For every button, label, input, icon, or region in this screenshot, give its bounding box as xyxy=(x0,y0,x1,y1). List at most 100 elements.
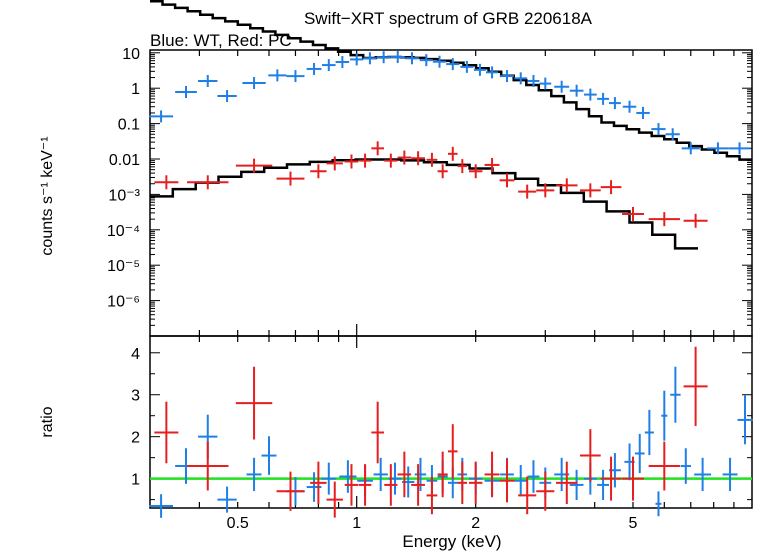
wt-data-point xyxy=(217,90,237,103)
top-y-axis-label: counts s⁻¹ keV⁻¹ xyxy=(39,136,56,255)
wt-ratio-point xyxy=(597,469,609,501)
wt-data-point xyxy=(514,72,528,85)
y-tick-label: 10⁻⁶ xyxy=(107,294,140,311)
wt-data-point xyxy=(728,142,751,155)
wt-ratio-point xyxy=(634,433,645,474)
model-curve-wt xyxy=(150,0,752,161)
pc-ratio-point xyxy=(484,451,500,498)
pc-data-point xyxy=(536,183,555,198)
wt-data-point xyxy=(554,80,570,93)
bottom-y-axis-label: ratio xyxy=(39,406,56,437)
wt-ratio-point xyxy=(661,390,668,441)
y-tick-label: 0.1 xyxy=(118,117,140,134)
wt-data-point xyxy=(322,59,336,72)
pc-ratio-point xyxy=(187,441,229,491)
pc-ratio-point xyxy=(600,456,622,501)
wt-data-point xyxy=(404,52,420,65)
y-tick-label: 10⁻³ xyxy=(108,187,140,204)
wt-ratio-point xyxy=(261,436,277,475)
pc-ratio-point xyxy=(397,451,412,498)
wt-data-point xyxy=(390,51,405,64)
x-tick-label: 1 xyxy=(352,515,361,532)
wt-data-point xyxy=(527,74,540,87)
pc-ratio-point xyxy=(518,476,537,515)
wt-data-point xyxy=(539,77,552,90)
pc-data-point xyxy=(326,156,343,171)
wt-ratio-point xyxy=(514,465,528,497)
pc-ratio-point xyxy=(276,471,305,511)
wt-ratio-point xyxy=(217,486,237,513)
y-tick-label: 10⁻⁵ xyxy=(107,258,140,275)
wt-data-point xyxy=(242,77,266,90)
wt-data-point xyxy=(681,142,700,155)
wt-data-point xyxy=(419,54,433,67)
wt-data-point xyxy=(500,70,514,83)
y-tick-label: 10⁻⁴ xyxy=(107,223,140,240)
pc-data-point xyxy=(600,180,622,195)
wt-ratio-point xyxy=(321,462,337,495)
chart-title: Swift−XRT spectrum of GRB 220618A xyxy=(304,9,593,28)
pc-ratio-point xyxy=(326,481,343,518)
pc-data-point xyxy=(344,154,359,169)
wt-ratio-point xyxy=(644,409,654,456)
pc-data-point xyxy=(579,183,601,198)
pc-data-point xyxy=(358,153,372,168)
wt-ratio-point xyxy=(339,460,357,493)
bottom-panel: 1 2 3 4 ratio xyxy=(39,335,753,518)
y-tick-label: 1 xyxy=(131,472,140,489)
pc-data-point xyxy=(276,171,305,186)
pc-ratio-point xyxy=(154,401,179,464)
wt-data-point xyxy=(583,88,597,101)
pc-data-point xyxy=(683,213,708,228)
pc-data-point xyxy=(447,146,458,161)
wt-data-point xyxy=(460,60,474,73)
wt-data-point xyxy=(286,70,305,83)
wt-ratio-point xyxy=(722,457,738,492)
y-tick-label: 4 xyxy=(131,346,140,363)
pc-ratio-point xyxy=(371,401,384,464)
wt-data-point xyxy=(198,74,218,87)
wt-data-point xyxy=(622,100,637,113)
wt-data-point xyxy=(608,97,621,110)
pc-ratio-point xyxy=(384,464,398,506)
pc-data-point xyxy=(235,158,273,173)
bottom-plot-frame xyxy=(149,335,753,509)
pc-data-point xyxy=(437,164,448,179)
x-tick-label: 0.5 xyxy=(227,515,249,532)
y-tick-label: 0.01 xyxy=(109,152,140,169)
pc-data-point xyxy=(469,164,483,179)
wt-data-point xyxy=(651,123,666,136)
pc-data-point xyxy=(518,184,537,199)
y-tick-label: 2 xyxy=(131,430,140,447)
pc-data-point xyxy=(499,173,515,188)
wt-ratio-point xyxy=(149,494,174,518)
pc-data-point xyxy=(154,175,179,190)
pc-ratio-point xyxy=(579,429,601,482)
wt-data-point xyxy=(376,51,391,64)
x-axis-label: Energy (keV) xyxy=(402,532,501,551)
pc-ratio-point xyxy=(556,461,578,505)
wt-ratio-point xyxy=(694,457,712,492)
top-plot-frame xyxy=(149,49,753,337)
pc-data-point xyxy=(457,159,468,174)
pc-data-point xyxy=(426,152,438,167)
pc-data-point xyxy=(411,151,425,166)
wt-data-point xyxy=(306,62,322,75)
pc-data-point xyxy=(310,164,327,179)
pc-ratio-point xyxy=(358,464,372,506)
pc-ratio-point xyxy=(536,471,555,511)
wt-data-point xyxy=(569,84,584,97)
wt-ratio-point xyxy=(569,469,584,501)
pc-data-point xyxy=(384,153,398,168)
wt-data-point xyxy=(636,106,650,119)
x-tick-label: 5 xyxy=(629,515,638,532)
wt-data-point xyxy=(175,86,197,99)
wt-ratio-point xyxy=(527,460,540,493)
y-tick-label: 1 xyxy=(131,81,140,98)
pc-ratio-point xyxy=(426,476,438,515)
wt-data-point xyxy=(432,55,447,68)
wt-data-point xyxy=(707,142,729,155)
pc-data-point xyxy=(556,178,578,193)
pc-ratio-point xyxy=(235,366,273,440)
